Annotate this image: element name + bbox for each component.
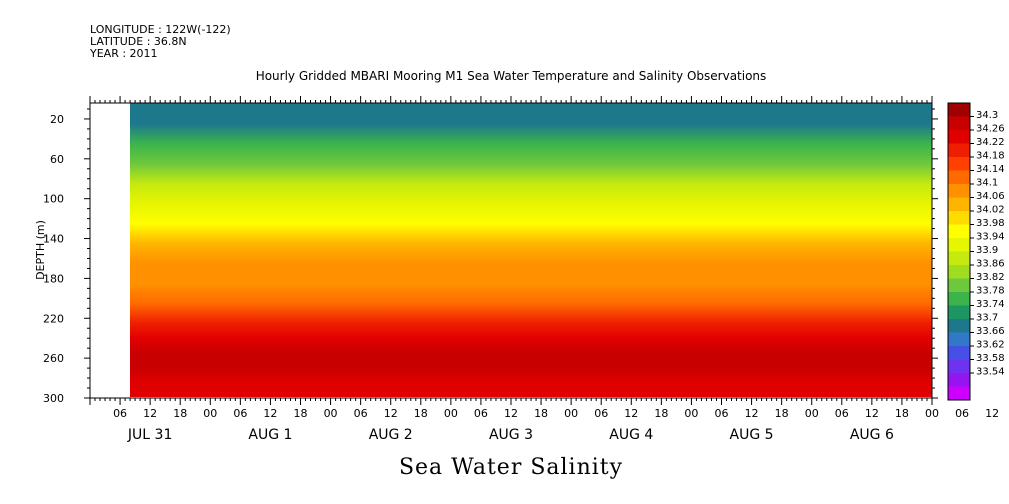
colorbar-label: 34.02 [976, 204, 1005, 215]
x-day-label: AUG 1 [248, 427, 292, 443]
colorbar-label: 34.06 [976, 191, 1005, 202]
colorbar-label: 33.82 [976, 272, 1005, 283]
x-hour-label: 18 [534, 407, 548, 420]
y-tick-label: 60 [50, 153, 64, 166]
colorbar-label: 33.74 [976, 299, 1005, 310]
latitude-label: LATITUDE : 36.8N [90, 35, 187, 48]
x-day-label: AUG 5 [730, 427, 774, 443]
x-hour-label: 06 [715, 407, 729, 420]
y-tick-label: 260 [43, 352, 64, 365]
longitude-label: LONGITUDE : 122W(-122) [90, 23, 231, 36]
colorbar-label: 34.1 [976, 177, 998, 188]
y-tick-label: 220 [43, 312, 64, 325]
year-label: YEAR : 2011 [90, 47, 158, 60]
x-hour-label: 18 [654, 407, 668, 420]
heatmap-field [130, 103, 932, 397]
colorbar-label: 33.54 [976, 366, 1005, 377]
colorbar-label: 34.3 [976, 110, 998, 121]
x-hour-label: 00 [684, 407, 698, 420]
x-hour-label: 00 [324, 407, 338, 420]
x-hour-label: 18 [173, 407, 187, 420]
colorbar-swatch [948, 143, 970, 158]
colorbar: 34.3 34.26 34.22 34.18 34.14 34.1 34.06 34.02 33… [947, 102, 1005, 401]
colorbar-swatch [948, 319, 970, 333]
colorbar-label: 33.78 [976, 285, 1005, 296]
chart-title: Hourly Gridded MBARI Mooring M1 Sea Wate… [255, 69, 767, 83]
colorbar-swatch [948, 359, 970, 374]
plot-frame [89, 102, 933, 399]
colorbar-swatch [948, 332, 970, 347]
x-hour-label: 06 [474, 407, 488, 420]
colorbar-swatch [948, 170, 970, 185]
x-hour-label: 12 [865, 407, 879, 420]
x-hour-label: 00 [925, 407, 939, 420]
x-hour-label: 12 [985, 407, 999, 420]
colorbar-swatch [948, 184, 970, 198]
x-day-label: AUG 2 [369, 427, 413, 443]
colorbar-swatch [948, 116, 970, 131]
x-hour-label: 06 [354, 407, 368, 420]
colorbar-label: 33.94 [976, 231, 1005, 242]
colorbar-swatch [948, 346, 970, 360]
y-tick-label: 100 [43, 193, 64, 206]
colorbar-label: 33.7 [976, 312, 998, 323]
colorbar-swatch [948, 305, 970, 320]
x-hour-label: 12 [384, 407, 398, 420]
colorbar-swatch [948, 251, 970, 266]
x-hour-label: 00 [564, 407, 578, 420]
x-hour-label: 06 [955, 407, 969, 420]
colorbar-swatch [948, 238, 970, 252]
colorbar-swatch [948, 224, 970, 239]
x-day-label: AUG 4 [609, 427, 653, 443]
colorbar-swatch [948, 130, 970, 144]
colorbar-label: 33.62 [976, 339, 1005, 350]
y-tick-label: 20 [50, 113, 64, 126]
salinity-field [130, 103, 932, 397]
colorbar-swatch [948, 278, 970, 293]
x-hour-label: 18 [414, 407, 428, 420]
colorbar-swatch [948, 265, 970, 279]
y-tick-label: 140 [43, 233, 64, 246]
colorbar-swatch [948, 157, 970, 171]
y-tick-label: 180 [43, 272, 64, 285]
colorbar-swatch [948, 386, 970, 401]
footer-title: Sea Water Salinity [398, 455, 624, 480]
y-tick-label: 300 [43, 392, 64, 405]
colorbar-swatch [948, 292, 970, 306]
x-day-label: AUG 6 [850, 427, 894, 443]
colorbar-label: 33.66 [976, 326, 1005, 337]
colorbar-label: 34.22 [976, 137, 1005, 148]
x-hour-label: 06 [594, 407, 608, 420]
x-hour-label: 12 [143, 407, 157, 420]
x-hour-label: 18 [895, 407, 909, 420]
colorbar-label: 34.18 [976, 150, 1005, 161]
colorbar-label: 33.58 [976, 353, 1005, 364]
colorbar-label: 34.14 [976, 164, 1005, 175]
colorbar-label: 33.9 [976, 245, 998, 256]
x-hour-label: 06 [835, 407, 849, 420]
x-hour-label: 18 [294, 407, 308, 420]
colorbar-label: 34.26 [976, 123, 1005, 134]
x-hour-label: 12 [745, 407, 759, 420]
x-day-label: JUL 31 [127, 427, 172, 443]
x-hour-label: 12 [504, 407, 518, 420]
x-hour-label: 06 [233, 407, 247, 420]
x-hour-label: 00 [444, 407, 458, 420]
x-hour-label: 06 [113, 407, 127, 420]
colorbar-swatch [948, 103, 970, 117]
x-day-label: AUG 3 [489, 427, 533, 443]
colorbar-label: 33.86 [976, 258, 1005, 269]
x-hour-label: 12 [263, 407, 277, 420]
x-hour-label: 12 [624, 407, 638, 420]
y-axis-label: DEPTH (m) [34, 220, 47, 280]
x-hour-label: 00 [203, 407, 217, 420]
colorbar-swatch [948, 211, 970, 225]
axes-ticks: 20 60 100 140 180 220 260 300 06 12 18 00 06 12 18 00 06… [43, 96, 999, 443]
x-hour-label: 00 [805, 407, 819, 420]
colorbar-swatch [948, 197, 970, 212]
colorbar-swatch [948, 373, 970, 387]
colorbar-label: 33.98 [976, 218, 1005, 229]
x-hour-label: 18 [775, 407, 789, 420]
